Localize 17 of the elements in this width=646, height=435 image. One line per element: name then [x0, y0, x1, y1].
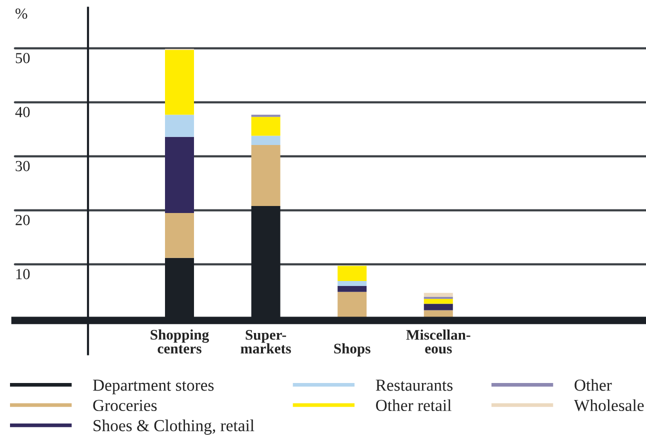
legend-label: Shoes & Clothing, retail — [94, 420, 254, 435]
legend-label: Other retail — [376, 399, 452, 412]
x-tick-label: Miscellan- eous — [406, 330, 470, 354]
x-tick-label: Shopping centers — [150, 329, 209, 354]
legend-label: Restaurants — [376, 380, 453, 391]
legend-label: Groceries — [93, 400, 157, 412]
legend-label: Other — [574, 379, 612, 391]
y-tick-label: 10 — [16, 268, 30, 280]
y-tick-label: 50 — [16, 52, 30, 64]
legend-label: Department stores — [92, 380, 214, 394]
y-tick-label: 20 — [16, 214, 30, 226]
x-tick-label: Shops — [334, 343, 370, 356]
y-tick-label: 40 — [15, 106, 30, 118]
y-tick-label: 30 — [16, 160, 30, 172]
y-axis-title: % — [16, 8, 28, 19]
legend-label: Wholesale — [574, 399, 644, 412]
x-tick-label: Super- markets — [240, 330, 291, 354]
